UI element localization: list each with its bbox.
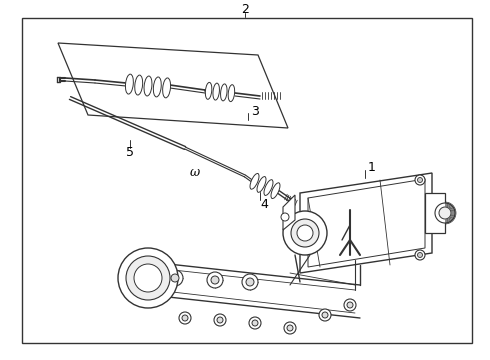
Ellipse shape: [271, 183, 280, 198]
Circle shape: [118, 248, 178, 308]
Text: 1: 1: [368, 161, 376, 174]
Ellipse shape: [144, 76, 152, 96]
Circle shape: [439, 207, 451, 219]
Polygon shape: [283, 195, 295, 230]
Bar: [425, 193, 445, 233]
Polygon shape: [308, 179, 425, 267]
Circle shape: [415, 250, 425, 260]
Text: 2: 2: [241, 3, 249, 15]
Text: 4: 4: [260, 198, 268, 211]
Polygon shape: [300, 173, 432, 273]
Ellipse shape: [135, 75, 143, 95]
Circle shape: [242, 274, 258, 290]
Circle shape: [322, 312, 328, 318]
Circle shape: [287, 325, 293, 331]
Circle shape: [134, 264, 162, 292]
Circle shape: [417, 177, 422, 183]
Circle shape: [435, 203, 455, 223]
Circle shape: [126, 256, 170, 300]
Circle shape: [284, 322, 296, 334]
Ellipse shape: [153, 77, 161, 97]
Circle shape: [347, 302, 353, 308]
Circle shape: [252, 320, 258, 326]
Polygon shape: [58, 43, 288, 128]
Circle shape: [249, 317, 261, 329]
Ellipse shape: [250, 174, 259, 189]
Ellipse shape: [264, 180, 273, 195]
Circle shape: [211, 276, 219, 284]
Text: 3: 3: [251, 104, 259, 117]
Circle shape: [171, 274, 179, 282]
Ellipse shape: [228, 85, 235, 102]
Circle shape: [319, 309, 331, 321]
Text: 5: 5: [126, 145, 134, 158]
Circle shape: [291, 219, 319, 247]
Circle shape: [182, 315, 188, 321]
Ellipse shape: [205, 82, 212, 99]
Circle shape: [281, 213, 289, 221]
Circle shape: [167, 270, 183, 286]
Text: ω: ω: [190, 166, 200, 179]
Circle shape: [415, 175, 425, 185]
Circle shape: [344, 299, 356, 311]
Ellipse shape: [125, 74, 133, 94]
Circle shape: [214, 314, 226, 326]
Circle shape: [179, 312, 191, 324]
Ellipse shape: [257, 176, 266, 192]
Circle shape: [297, 225, 313, 241]
Ellipse shape: [213, 83, 220, 100]
Circle shape: [417, 252, 422, 257]
Circle shape: [283, 211, 327, 255]
Circle shape: [246, 278, 254, 286]
Ellipse shape: [163, 78, 171, 98]
Circle shape: [217, 317, 223, 323]
Ellipse shape: [220, 84, 227, 101]
Circle shape: [207, 272, 223, 288]
